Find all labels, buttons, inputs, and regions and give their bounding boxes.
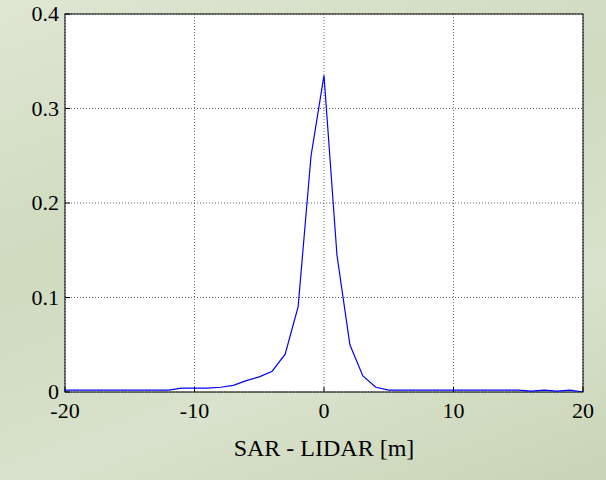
y-tick xyxy=(65,203,70,204)
plot-background xyxy=(65,14,583,392)
y-tick-label: 0.1 xyxy=(32,285,60,310)
y-tick-label: 0.4 xyxy=(32,1,60,26)
data-line xyxy=(65,75,583,392)
x-tick xyxy=(453,387,454,392)
y-tick-label: 0.2 xyxy=(32,190,60,215)
x-tick-label: 10 xyxy=(443,398,465,423)
y-tick xyxy=(65,108,70,109)
x-tick-label: 20 xyxy=(572,398,594,423)
x-grid-line xyxy=(453,14,454,392)
y-grid-line xyxy=(65,203,583,204)
y-tick xyxy=(65,297,70,298)
x-tick-label: 0 xyxy=(319,398,330,423)
y-tick-label: 0.3 xyxy=(32,96,60,121)
x-tick xyxy=(324,387,325,392)
chart-svg: -20-100102000.10.20.30.4SAR - LIDAR [m] xyxy=(0,0,606,480)
chart-container: -20-100102000.10.20.30.4SAR - LIDAR [m] xyxy=(0,0,606,480)
x-tick-label: -10 xyxy=(180,398,209,423)
y-tick-label: 0 xyxy=(48,379,59,404)
data-group xyxy=(65,75,583,392)
plot-frame xyxy=(65,14,583,392)
x-axis-title: SAR - LIDAR [m] xyxy=(234,435,415,461)
y-grid-line xyxy=(65,108,583,109)
y-grid-line xyxy=(65,297,583,298)
